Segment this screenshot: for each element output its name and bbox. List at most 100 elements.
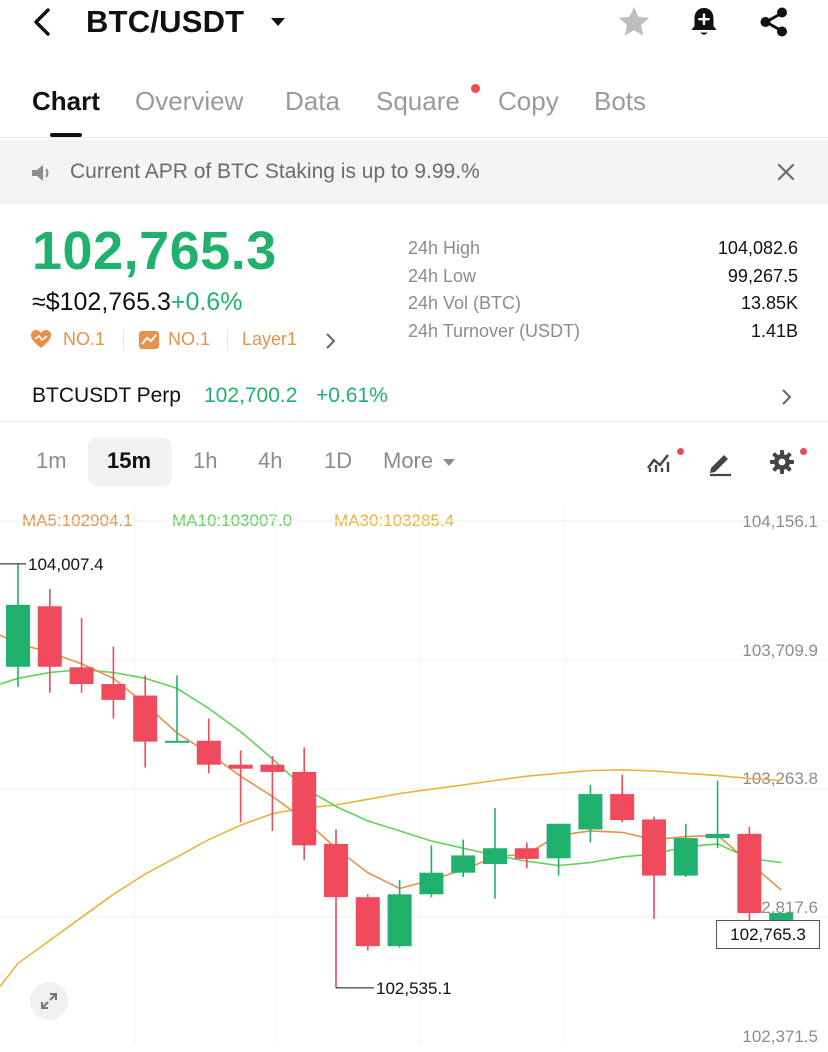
- chevron-right-icon[interactable]: [778, 386, 796, 408]
- low-annotation: 102,535.1: [376, 979, 452, 998]
- candle-down: [101, 684, 126, 700]
- high-annotation: 104,007.4: [28, 555, 104, 574]
- stat-label: 24h High: [408, 238, 481, 258]
- stat-low: 24h Low 99,267.5: [408, 264, 798, 292]
- usd-price: ≈$102,765.3+0.6%: [32, 288, 242, 317]
- candle-up: [483, 848, 507, 865]
- candle-down: [324, 843, 348, 898]
- active-tab-indicator: [50, 133, 82, 137]
- perp-price: 102,700.2: [204, 384, 298, 407]
- share-icon[interactable]: [756, 4, 792, 40]
- stat-value: 99,267.5: [727, 265, 798, 286]
- tab-bots[interactable]: Bots: [594, 86, 647, 116]
- usd-value: ≈$102,765.3: [32, 288, 171, 316]
- candle-up: [451, 855, 476, 873]
- close-icon[interactable]: [774, 160, 798, 184]
- candle-down: [69, 667, 94, 685]
- last-price-label: 102,765.3: [716, 920, 820, 949]
- interval-1m[interactable]: 1m: [36, 448, 67, 473]
- back-icon[interactable]: [28, 6, 58, 38]
- caret-down-icon[interactable]: [268, 14, 288, 30]
- candle-up: [546, 823, 571, 859]
- rank-tag-2[interactable]: NO.1: [168, 329, 211, 349]
- stat-high: 24h High 104,082.6: [408, 236, 798, 264]
- stats-panel: 24h High 104,082.6 24h Low 99,267.5 24h …: [408, 236, 798, 346]
- candle-down: [133, 695, 158, 742]
- tab-bar: Chart Overview Data Square Copy Bots: [0, 80, 828, 138]
- interval-4h[interactable]: 4h: [258, 448, 283, 473]
- trend-rank-icon: [139, 331, 159, 349]
- candle-down: [514, 848, 539, 859]
- candle-down: [37, 606, 62, 667]
- settings-notification-dot: [800, 448, 807, 455]
- candle-down: [737, 833, 762, 914]
- candle-down: [355, 897, 380, 947]
- speaker-icon: [32, 165, 49, 181]
- y-axis-label: 102,371.5: [742, 1027, 818, 1046]
- candle-up: [165, 740, 189, 743]
- y-axis-label: 104,156.1: [742, 512, 818, 531]
- candle-up: [419, 872, 444, 895]
- rank-tag-1[interactable]: NO.1: [63, 329, 106, 349]
- pair-title[interactable]: BTC/USDT: [86, 4, 245, 39]
- interval-1h[interactable]: 1h: [193, 448, 218, 473]
- perp-row[interactable]: BTCUSDT Perp 102,700.2 +0.61%: [0, 374, 828, 422]
- stat-value: 104,082.6: [717, 238, 798, 258]
- candle-up: [673, 838, 698, 876]
- perp-change: +0.61%: [316, 384, 388, 407]
- tab-data[interactable]: Data: [285, 86, 340, 116]
- active-interval-bg: [88, 438, 172, 486]
- bell-plus-icon[interactable]: [686, 4, 722, 40]
- price-change: +0.6%: [170, 288, 243, 316]
- stat-value: 1.41B: [750, 320, 798, 341]
- star-icon[interactable]: [616, 4, 652, 40]
- tag-divider: [227, 330, 228, 350]
- tab-copy[interactable]: Copy: [498, 86, 559, 116]
- interval-15m[interactable]: 15m: [107, 448, 152, 473]
- candlestick-chart[interactable]: 104,156.1103,709.9103,263.8102,817.6102,…: [0, 500, 828, 1052]
- heart-rank-icon: [31, 330, 51, 348]
- tab-square[interactable]: Square: [376, 86, 460, 116]
- candle-down: [196, 740, 221, 765]
- stat-volume: 24h Vol (BTC) 13.85K: [408, 291, 798, 319]
- interval-bar: 1m 15m 1h 4h 1D More: [0, 436, 828, 488]
- stat-label: 24h Low: [408, 265, 477, 286]
- caret-down-icon[interactable]: [442, 458, 456, 468]
- candle-up: [705, 833, 730, 839]
- candle-down: [292, 771, 317, 846]
- candle-up: [387, 894, 412, 947]
- candle-up: [578, 794, 603, 830]
- y-axis-label: 103,263.8: [742, 769, 818, 788]
- pencil-icon[interactable]: [704, 446, 736, 478]
- stat-label: 24h Vol (BTC): [408, 293, 522, 313]
- tag-divider: [123, 330, 124, 350]
- expand-button[interactable]: [30, 982, 68, 1020]
- chevron-right-icon[interactable]: [324, 332, 338, 350]
- candle-down: [642, 819, 666, 876]
- announcement-text: Current APR of BTC Staking is up to 9.99…: [70, 160, 480, 183]
- candle-down: [260, 764, 285, 772]
- expand-icon: [41, 993, 57, 1009]
- stat-turnover: 24h Turnover (USDT) 1.41B: [408, 319, 798, 347]
- tab-overview[interactable]: Overview: [135, 86, 244, 116]
- ma30-line: [0, 769, 782, 987]
- category-tag[interactable]: Layer1: [242, 329, 298, 349]
- y-axis-label: 103,709.9: [742, 641, 818, 660]
- announcement-bar[interactable]: Current APR of BTC Staking is up to 9.99…: [0, 140, 828, 204]
- header: BTC/USDT: [0, 0, 828, 48]
- perp-name: BTCUSDT Perp: [32, 384, 181, 407]
- stat-value: 13.85K: [740, 293, 798, 313]
- indicator-icon[interactable]: [644, 446, 676, 478]
- square-notification-dot: [471, 84, 480, 93]
- interval-1d[interactable]: 1D: [324, 448, 353, 473]
- last-price: 102,765.3: [32, 221, 277, 281]
- indicator-notification-dot: [677, 448, 684, 455]
- candle-up: [6, 604, 30, 667]
- candle-down: [228, 764, 253, 769]
- candle-up: [769, 913, 794, 922]
- candle-down: [610, 794, 635, 820]
- interval-more[interactable]: More: [383, 448, 434, 473]
- stat-label: 24h Turnover (USDT): [408, 320, 581, 341]
- tab-chart[interactable]: Chart: [32, 86, 100, 116]
- gear-icon[interactable]: [766, 446, 798, 478]
